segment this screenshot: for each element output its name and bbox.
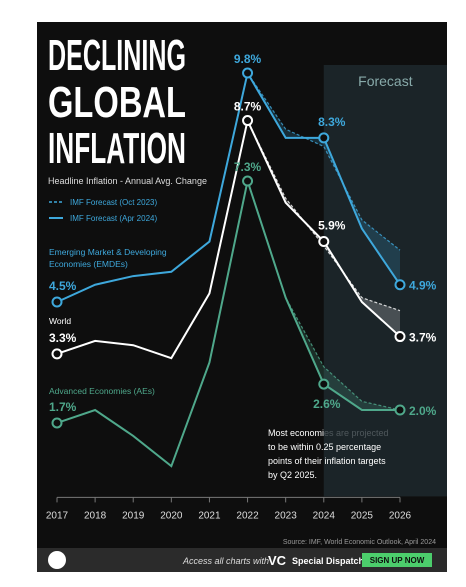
series-name: World bbox=[49, 316, 71, 326]
point bbox=[242, 115, 254, 127]
x-tick-label: 2024 bbox=[313, 510, 336, 521]
footer-brand: VC bbox=[268, 553, 287, 568]
value-label: 1.7% bbox=[49, 400, 77, 414]
x-tick-label: 2020 bbox=[160, 510, 183, 521]
annotation: by Q2 2025. bbox=[268, 470, 317, 480]
logo bbox=[48, 551, 66, 569]
value-label: 4.9% bbox=[409, 279, 437, 293]
source: Source: IMF, World Economic Outlook, Apr… bbox=[283, 539, 436, 546]
series-line bbox=[56, 117, 401, 360]
value-label: 5.9% bbox=[318, 219, 346, 233]
x-tick-label: 2022 bbox=[236, 510, 259, 521]
title: INFLATION bbox=[48, 124, 186, 173]
signup-button[interactable] bbox=[362, 553, 432, 567]
point bbox=[318, 236, 330, 248]
series-line bbox=[56, 70, 401, 303]
point bbox=[394, 279, 406, 291]
x-tick-label: 2026 bbox=[389, 510, 412, 521]
x-tick-label: 2018 bbox=[84, 510, 107, 521]
point bbox=[242, 67, 254, 79]
point bbox=[394, 404, 406, 416]
value-label: 4.5% bbox=[49, 279, 77, 293]
value-label: 2.6% bbox=[313, 397, 341, 411]
value-label: 3.7% bbox=[409, 331, 437, 345]
series-name: Emerging Market & Developing bbox=[49, 247, 167, 257]
annotation: points of their inflation targets bbox=[268, 456, 386, 466]
point bbox=[318, 378, 330, 390]
forecast-gap bbox=[247, 120, 400, 337]
annotation: to be within 0.25 percentage bbox=[268, 442, 381, 452]
title: GLOBAL bbox=[48, 78, 186, 127]
x-tick-label: 2021 bbox=[198, 510, 221, 521]
point bbox=[51, 417, 63, 429]
legend-label: IMF Forecast (Oct 2023) bbox=[70, 198, 157, 207]
footer-text: Access all charts with bbox=[182, 556, 269, 566]
x-tick-label: 2023 bbox=[275, 510, 298, 521]
legend-label: IMF Forecast (Apr 2024) bbox=[70, 214, 157, 223]
value-label: 9.8% bbox=[234, 52, 262, 66]
forecast-band bbox=[323, 65, 447, 497]
series-name: Advanced Economies (AEs) bbox=[49, 386, 155, 396]
value-label: 8.3% bbox=[318, 115, 346, 129]
oct-forecast-line bbox=[247, 72, 401, 251]
value-label: 8.7% bbox=[234, 100, 262, 114]
forecast-label: Forecast bbox=[358, 73, 413, 89]
point bbox=[51, 348, 63, 360]
value-label: 2.0% bbox=[409, 404, 437, 418]
point bbox=[394, 331, 406, 343]
x-tick-label: 2019 bbox=[122, 510, 145, 521]
x-tick-label: 2017 bbox=[46, 510, 69, 521]
footer-dispatch: Special Dispatch bbox=[292, 556, 364, 566]
point bbox=[242, 175, 254, 187]
signup-label[interactable]: SIGN UP NOW bbox=[370, 556, 425, 565]
series-line bbox=[56, 177, 400, 468]
series-name: Economies (EMDEs) bbox=[49, 259, 128, 269]
point bbox=[51, 296, 63, 308]
value-label: 3.3% bbox=[49, 331, 77, 345]
value-label: 7.3% bbox=[234, 160, 262, 174]
x-tick-label: 2025 bbox=[351, 510, 374, 521]
point bbox=[318, 132, 330, 144]
subtitle: Headline Inflation - Annual Avg. Change bbox=[48, 176, 207, 186]
title: DECLINING bbox=[48, 31, 186, 80]
